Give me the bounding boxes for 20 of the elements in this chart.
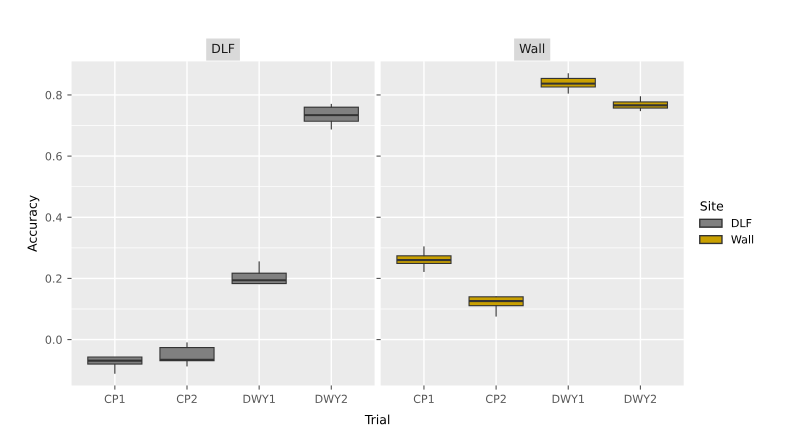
x-tick-label: DWY1	[552, 394, 584, 403]
x-tick-label: CP2	[176, 394, 197, 404]
legend-title: Site	[700, 201, 724, 211]
x-tick-label: CP2	[486, 394, 506, 404]
x-tick-label: DWY1	[244, 394, 275, 403]
x-tick-label: CP1	[104, 394, 125, 404]
legend-label: Wall	[731, 234, 754, 244]
chart-title: Wall	[520, 43, 544, 54]
y-tick-label: 0.2	[46, 274, 62, 283]
legend-label: DLF	[732, 219, 752, 228]
x-tick-label: DWY2	[624, 394, 656, 403]
y-axis-title: Accuracy	[28, 195, 40, 252]
x-tick-label: CP1	[414, 394, 434, 404]
y-tick-label: 0.8	[46, 90, 62, 100]
x-axis-title: Trial	[364, 414, 390, 424]
y-tick-label: 0.6	[46, 152, 62, 160]
y-tick-label: 0.0	[46, 336, 62, 344]
chart-title: DLF	[212, 44, 234, 53]
x-tick-label: DWY2	[316, 394, 347, 403]
y-tick-label: 0.4	[46, 213, 62, 222]
